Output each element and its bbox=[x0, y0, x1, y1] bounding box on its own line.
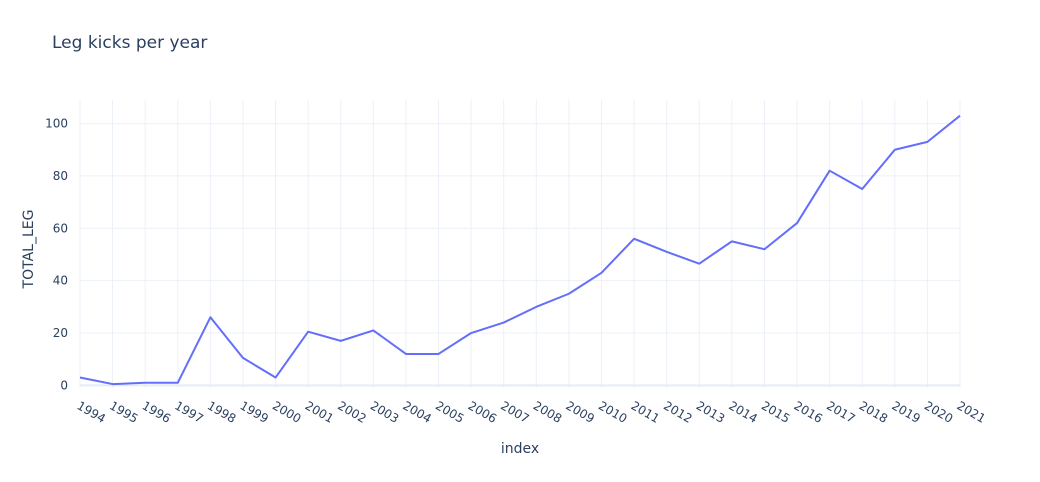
x-tick-label: 2008 bbox=[531, 398, 564, 425]
x-tick-label: 1997 bbox=[172, 398, 205, 425]
x-tick-label: 1999 bbox=[237, 398, 270, 425]
x-tick-label: 2011 bbox=[629, 398, 662, 425]
x-tick-label: 2001 bbox=[303, 398, 336, 425]
y-axis-label: TOTAL_LEG bbox=[21, 210, 37, 290]
x-tick-label: 2016 bbox=[792, 398, 825, 425]
y-tick-label: 60 bbox=[53, 221, 68, 235]
x-axis-label: index bbox=[501, 441, 539, 457]
x-tick-label: 2000 bbox=[270, 398, 303, 425]
x-tick-label: 2002 bbox=[335, 398, 368, 425]
x-tick-label: 2012 bbox=[661, 398, 694, 425]
y-tick-label: 80 bbox=[53, 169, 68, 183]
series-layer bbox=[79, 114, 961, 386]
x-tick-label: 2006 bbox=[466, 398, 499, 425]
x-tick-labels: 1994 1995 1996 1997 1998 1999 2000 2001 2002 2003… bbox=[75, 398, 988, 425]
x-tick-label: 2005 bbox=[433, 398, 466, 425]
y-tick-label: 20 bbox=[53, 326, 68, 340]
x-tick-label: 2003 bbox=[368, 398, 401, 425]
y-tick-labels: 0 20 40 60 80 100 bbox=[45, 117, 68, 393]
x-tick-label: 1996 bbox=[140, 398, 173, 425]
x-tick-label: 2014 bbox=[726, 398, 759, 425]
x-tick-label: 1995 bbox=[107, 398, 140, 425]
x-tick-label: 2019 bbox=[889, 398, 922, 425]
y-tick-label: 40 bbox=[53, 274, 68, 288]
x-tick-label: 2013 bbox=[694, 398, 727, 425]
chart-title: Leg kicks per year bbox=[52, 33, 208, 53]
x-gridlines bbox=[79, 100, 961, 388]
x-tick-label: 2021 bbox=[955, 398, 988, 425]
x-tick-label: 2010 bbox=[596, 398, 629, 425]
y-tick-label: 100 bbox=[45, 117, 68, 131]
x-tick-label: 2018 bbox=[857, 398, 890, 425]
x-tick-label: 1994 bbox=[75, 398, 108, 425]
series-line bbox=[79, 114, 961, 386]
x-tick-label: 2017 bbox=[824, 398, 857, 425]
x-tick-label: 2004 bbox=[400, 398, 433, 425]
x-tick-label: 2015 bbox=[759, 398, 792, 425]
x-tick-label: 1998 bbox=[205, 398, 238, 425]
x-tick-label: 2007 bbox=[498, 398, 531, 425]
x-tick-label: 2009 bbox=[563, 398, 596, 425]
y-tick-label: 0 bbox=[60, 378, 68, 392]
y-gridlines bbox=[80, 123, 960, 387]
x-tick-label: 2020 bbox=[922, 398, 955, 425]
